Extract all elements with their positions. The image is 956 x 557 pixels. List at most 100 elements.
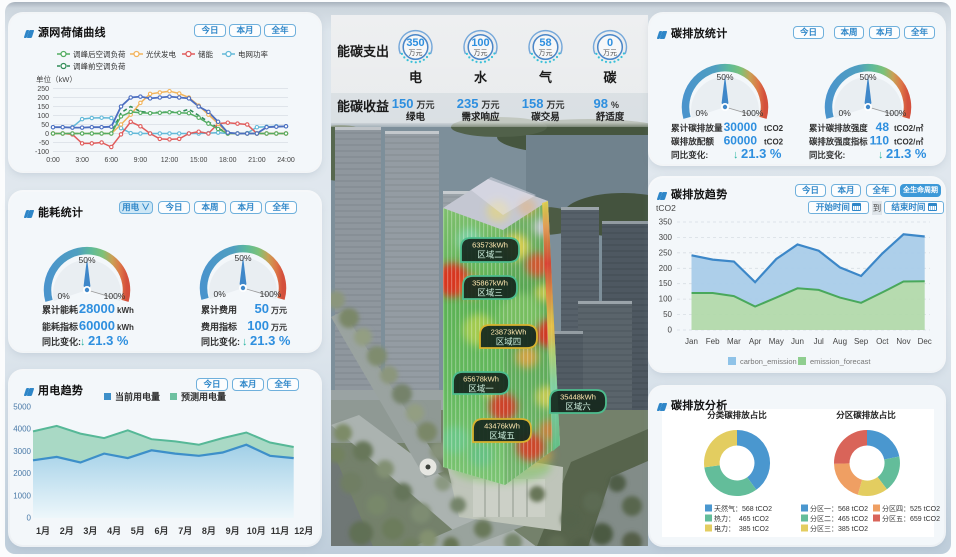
svg-text:↓: ↓ — [242, 336, 248, 348]
svg-text:Mar: Mar — [727, 337, 741, 346]
svg-text:调峰后空调负荷: 调峰后空调负荷 — [73, 49, 126, 59]
svg-text:万元: 万元 — [474, 49, 488, 57]
svg-text:↓: ↓ — [80, 336, 86, 348]
svg-text:万元: 万元 — [481, 100, 500, 110]
svg-text:98: 98 — [594, 96, 608, 111]
svg-text:分区五：659 tCO2: 分区五：659 tCO2 — [882, 514, 940, 523]
svg-text:63573kWh: 63573kWh — [472, 241, 508, 250]
svg-text:能碳收益: 能碳收益 — [337, 99, 389, 114]
svg-text:2000: 2000 — [13, 469, 31, 478]
svg-text:8月: 8月 — [202, 526, 216, 536]
svg-text:250: 250 — [37, 86, 49, 93]
svg-text:绿电: 绿电 — [406, 111, 426, 123]
svg-text:分区三：385 tCO2: 分区三：385 tCO2 — [810, 524, 868, 533]
svg-text:3000: 3000 — [13, 447, 31, 456]
svg-text:21.3 %: 21.3 % — [88, 333, 129, 348]
svg-text:电: 电 — [409, 70, 422, 85]
svg-text:12月: 12月 — [294, 526, 313, 536]
svg-text:累计碳排放强度: 累计碳排放强度 — [809, 123, 868, 133]
svg-text:235: 235 — [457, 96, 479, 111]
svg-text:60000: 60000 — [724, 134, 758, 148]
svg-text:100%: 100% — [742, 108, 764, 118]
svg-text:0: 0 — [27, 514, 32, 523]
svg-text:万元: 万元 — [416, 100, 435, 110]
svg-text:Sep: Sep — [854, 337, 869, 346]
svg-text:累计碳排放量: 累计碳排放量 — [671, 122, 723, 133]
svg-text:Jun: Jun — [791, 337, 804, 346]
svg-text:气: 气 — [539, 70, 552, 85]
svg-text:12:00: 12:00 — [161, 157, 179, 164]
svg-text:-100: -100 — [35, 149, 49, 156]
svg-text:150: 150 — [37, 104, 49, 111]
svg-text:同比变化:: 同比变化: — [201, 336, 240, 347]
svg-text:区域二: 区域二 — [477, 250, 503, 260]
svg-text:21.3 %: 21.3 % — [741, 146, 782, 161]
svg-text:1月: 1月 — [36, 526, 50, 536]
svg-text:%: % — [611, 100, 619, 110]
svg-text:65678kWh: 65678kWh — [463, 375, 499, 384]
svg-text:碳交易: 碳交易 — [531, 111, 560, 123]
svg-text:tCO2: tCO2 — [656, 203, 676, 213]
svg-text:30000: 30000 — [724, 120, 758, 134]
svg-text:电力： 385 tCO2: 电力： 385 tCO2 — [714, 524, 769, 533]
svg-text:24:00: 24:00 — [277, 157, 295, 164]
svg-text:250: 250 — [659, 248, 673, 257]
svg-text:天然气：568 tCO2: 天然气：568 tCO2 — [714, 504, 772, 513]
svg-text:碳排放配额: 碳排放配额 — [671, 136, 714, 147]
svg-text:累计能耗: 累计能耗 — [42, 304, 78, 315]
svg-text:350: 350 — [406, 37, 424, 49]
svg-text:43476kWh: 43476kWh — [484, 422, 520, 431]
svg-text:Apr: Apr — [749, 337, 762, 346]
svg-text:Jul: Jul — [814, 337, 824, 346]
svg-text:50: 50 — [41, 122, 49, 129]
svg-text:4000: 4000 — [13, 425, 31, 434]
svg-text:同比变化:: 同比变化: — [42, 336, 81, 347]
svg-text:9月: 9月 — [226, 526, 240, 536]
svg-text:碳: 碳 — [603, 70, 617, 85]
svg-text:5000: 5000 — [13, 403, 31, 412]
svg-text:50%: 50% — [78, 255, 95, 265]
svg-text:Aug: Aug — [833, 337, 847, 346]
svg-text:Nov: Nov — [896, 337, 910, 346]
svg-text:光伏发电: 光伏发电 — [146, 49, 176, 59]
svg-text:10月: 10月 — [247, 526, 266, 536]
svg-text:300: 300 — [659, 233, 673, 242]
svg-text:100: 100 — [37, 113, 49, 120]
svg-text:0%: 0% — [214, 289, 227, 299]
svg-text:0: 0 — [45, 131, 49, 138]
svg-text:100: 100 — [659, 295, 673, 304]
svg-text:21.3 %: 21.3 % — [886, 146, 927, 161]
svg-text:6:00: 6:00 — [104, 157, 118, 164]
svg-text:18:00: 18:00 — [219, 157, 237, 164]
svg-text:当前用电量: 当前用电量 — [115, 391, 160, 402]
svg-text:4月: 4月 — [107, 526, 121, 536]
svg-text:分类碳排放占比: 分类碳排放占比 — [707, 410, 767, 420]
svg-text:200: 200 — [659, 264, 673, 273]
svg-text:tCO2: tCO2 — [764, 124, 784, 133]
svg-text:0:00: 0:00 — [46, 157, 60, 164]
svg-text:区域三: 区域三 — [477, 288, 503, 298]
svg-text:kWh: kWh — [117, 323, 134, 332]
svg-text:同比变化:: 同比变化: — [809, 150, 845, 160]
svg-text:150: 150 — [659, 279, 673, 288]
svg-text:28000: 28000 — [79, 301, 115, 316]
svg-text:9:00: 9:00 — [134, 157, 148, 164]
svg-text:分区四：525 tCO2: 分区四：525 tCO2 — [882, 504, 940, 513]
svg-text:区域四: 区域四 — [496, 337, 522, 347]
svg-text:48: 48 — [876, 120, 890, 134]
svg-text:50%: 50% — [859, 72, 876, 82]
svg-text:100%: 100% — [885, 108, 907, 118]
svg-text:50: 50 — [663, 310, 672, 319]
svg-text:15:00: 15:00 — [190, 157, 208, 164]
svg-text:费用指标: 费用指标 — [201, 321, 237, 332]
svg-text:同比变化:: 同比变化: — [671, 149, 708, 160]
svg-text:分区碳排放占比: 分区碳排放占比 — [836, 410, 896, 420]
svg-text:能耗指标: 能耗指标 — [42, 321, 78, 332]
svg-text:累计费用: 累计费用 — [201, 304, 237, 315]
svg-text:2月: 2月 — [60, 526, 74, 536]
svg-text:↓: ↓ — [733, 149, 739, 161]
svg-text:158: 158 — [522, 96, 544, 111]
svg-text:50: 50 — [255, 301, 269, 316]
svg-text:万元: 万元 — [546, 100, 565, 110]
svg-text:50%: 50% — [234, 253, 251, 263]
